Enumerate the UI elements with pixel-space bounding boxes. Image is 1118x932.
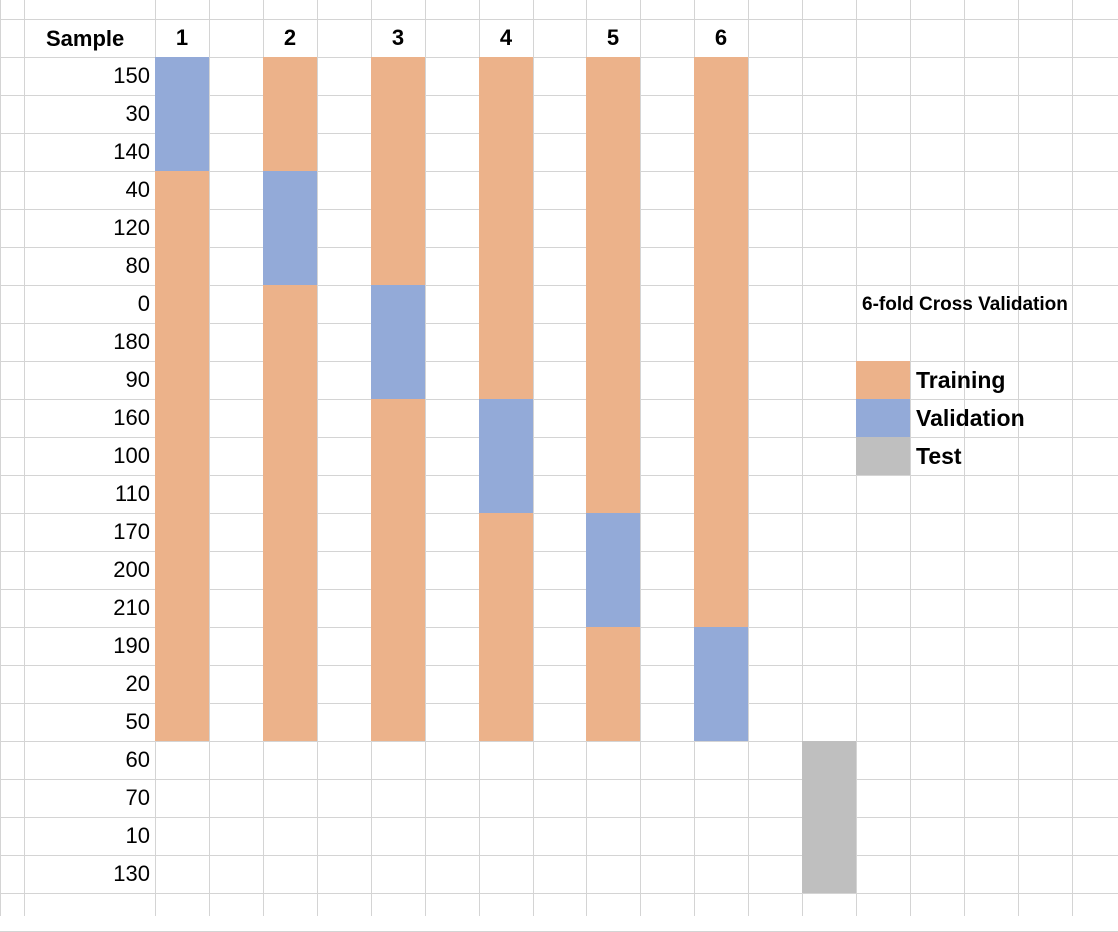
sample-label: 130 [113, 861, 150, 886]
grid-column-line [209, 0, 210, 916]
grid-column-line [910, 0, 911, 916]
fold-header-5: 5 [606, 25, 620, 50]
sample-label: 10 [125, 823, 150, 848]
fold-5-training-block [586, 57, 640, 513]
grid-row-line [0, 551, 1118, 552]
legend-label-test: Test [916, 443, 962, 469]
grid-row-line [0, 285, 1118, 286]
sample-label: 30 [125, 101, 150, 126]
grid-row-line [0, 589, 1118, 590]
grid-column-line [640, 0, 641, 916]
sample-label: 70 [125, 785, 150, 810]
grid-column-line [964, 0, 965, 916]
grid-row-line [0, 57, 1118, 58]
fold-5-validation-block [586, 513, 640, 627]
legend-swatch-training [856, 361, 910, 399]
sample-label: 160 [113, 405, 150, 430]
fold-1-validation-block [155, 57, 209, 171]
sample-label: 90 [125, 367, 150, 392]
grid-column-line [24, 0, 25, 916]
fold-3-training-block [371, 399, 425, 741]
fold-4-training-block [479, 513, 533, 741]
fold-3-training-block [371, 57, 425, 285]
grid-column-line [1018, 0, 1019, 916]
grid-column-line [317, 0, 318, 916]
legend-label-validation: Validation [916, 405, 1025, 431]
legend-swatch-test [856, 437, 910, 475]
sample-label: 20 [125, 671, 150, 696]
sample-label: 170 [113, 519, 150, 544]
sample-label: 140 [113, 139, 150, 164]
grid-column-line [533, 0, 534, 916]
fold-6-validation-block [694, 627, 748, 741]
grid-row-line [0, 855, 1118, 856]
legend-title: 6-fold Cross Validation [862, 294, 1068, 315]
fold-4-validation-block [479, 399, 533, 513]
grid-column-line [748, 0, 749, 916]
sample-label: 180 [113, 329, 150, 354]
grid-row-line [0, 513, 1118, 514]
sample-label: 40 [125, 177, 150, 202]
grid-row-line [0, 741, 1118, 742]
grid-row-line [0, 133, 1118, 134]
test-block [802, 741, 856, 893]
sample-header: Sample [46, 26, 125, 51]
grid-row-line [0, 779, 1118, 780]
fold-header-3: 3 [391, 25, 405, 50]
grid-row-line [0, 703, 1118, 704]
sample-label: 210 [113, 595, 150, 620]
grid-row-line [0, 817, 1118, 818]
grid-row-line [0, 19, 1118, 20]
sample-label: 0 [137, 291, 150, 316]
grid-row-line [0, 209, 1118, 210]
legend-swatch-validation [856, 399, 910, 437]
fold-header-4: 4 [499, 25, 513, 50]
sample-label: 50 [125, 709, 150, 734]
fold-3-validation-block [371, 285, 425, 399]
grid-column-line [0, 0, 1, 916]
sample-label: 100 [113, 443, 150, 468]
fold-1-training-block [155, 171, 209, 741]
sample-label: 120 [113, 215, 150, 240]
grid-row-line [0, 361, 1118, 362]
sample-label: 80 [125, 253, 150, 278]
fold-2-training-block [263, 285, 317, 741]
grid-row-line [0, 665, 1118, 666]
grid-row-line [0, 323, 1118, 324]
fold-header-1: 1 [175, 25, 189, 50]
fold-2-validation-block [263, 171, 317, 285]
grid-column-line [802, 0, 803, 916]
grid-row-line [0, 171, 1118, 172]
fold-header-6: 6 [714, 25, 728, 50]
sample-label: 200 [113, 557, 150, 582]
sample-label: 190 [113, 633, 150, 658]
grid-row-line [0, 475, 1118, 476]
grid-row-line [0, 437, 1118, 438]
legend-label-training: Training [916, 367, 1006, 393]
grid-row-line [0, 95, 1118, 96]
fold-5-training-block [586, 627, 640, 741]
grid-row-line [0, 247, 1118, 248]
grid-column-line [425, 0, 426, 916]
fold-2-training-block [263, 57, 317, 171]
fold-4-training-block [479, 57, 533, 399]
sample-label: 110 [114, 481, 150, 506]
fold-header-2: 2 [283, 25, 297, 50]
sample-label: 150 [113, 63, 150, 88]
fold-6-training-block [694, 57, 748, 627]
sample-label: 60 [125, 747, 150, 772]
grid-column-line [1072, 0, 1073, 916]
grid-row-line [0, 399, 1118, 400]
grid-row-line [0, 627, 1118, 628]
grid-row-line [0, 893, 1118, 894]
